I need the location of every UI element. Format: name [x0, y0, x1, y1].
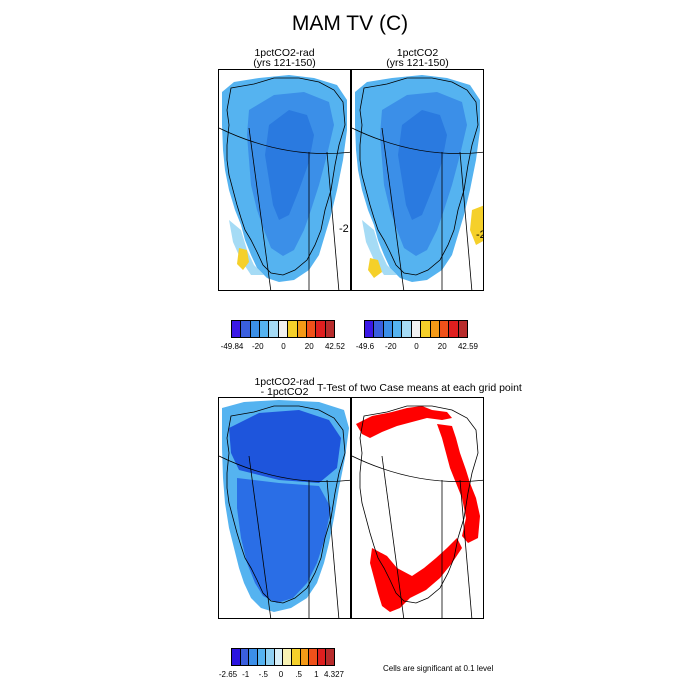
- map-panel-ctrl: -2: [351, 69, 484, 291]
- colorbar-tick-label: -20: [384, 342, 397, 351]
- longitude-line-3: [326, 151, 340, 290]
- field-main: [237, 478, 331, 603]
- colorbar-tick-label: -1: [242, 670, 250, 679]
- colorbar-tick-label: 42.59: [457, 342, 479, 351]
- colorbar-tick-label: -.5: [258, 670, 268, 679]
- panel-title-rad: 1pctCO2-rad (yrs 121-150): [253, 47, 316, 69]
- map-panel-ttest: [351, 397, 484, 619]
- latitude-line: [219, 455, 350, 482]
- coastline: [359, 405, 479, 604]
- field-warm: [237, 248, 249, 270]
- colorbar-tick-label: 42.52: [324, 342, 346, 351]
- field-white-south: [247, 282, 287, 290]
- colorbar-tick-label: -49.84: [220, 342, 244, 351]
- colorbar-tick-label: 4.327: [323, 670, 345, 679]
- greenland-map-ctrl: -2: [352, 75, 484, 290]
- longitude-line-3: [459, 151, 473, 290]
- panel-title-diff: 1pctCO2-rad - 1pctCO2: [254, 376, 315, 398]
- colorbar-tick-label: -2.65: [218, 670, 238, 679]
- field-core: [265, 110, 314, 220]
- longitude-line-3: [459, 479, 473, 618]
- colorbar-tick-label: 0: [414, 342, 419, 351]
- colorbar-labels-ctrl: -49.6 -20 0 20 42.59: [356, 342, 478, 352]
- latitude-line: [352, 127, 483, 154]
- colorbar-tick-label: -49.6: [355, 342, 375, 351]
- significance-note: Cells are significant at 0.1 level: [383, 664, 494, 673]
- longitude-line-1: [248, 127, 272, 290]
- colorbar-tick-label: .5: [295, 670, 302, 679]
- greenland-map-ttest: [352, 405, 483, 618]
- longitude-line-3: [326, 479, 340, 618]
- field-warm: [368, 258, 382, 278]
- sig-north: [356, 406, 452, 438]
- colorbar-tick-label: -20: [251, 342, 264, 351]
- field-coast: [229, 220, 264, 275]
- panel-title-ttest: T-Test of two Case means at each grid po…: [317, 382, 522, 394]
- latitude-line: [219, 127, 350, 154]
- contour-label: -2: [339, 223, 349, 235]
- colorbar-swatch: [325, 648, 335, 666]
- coastline: [226, 405, 346, 604]
- colorbar-tick-label: 0: [278, 670, 284, 679]
- colorbar-ctrl: [364, 320, 468, 338]
- coastline: [359, 77, 479, 276]
- panel-title-ctrl: 1pctCO2 (yrs 121-150): [386, 47, 449, 69]
- field-core: [398, 110, 447, 220]
- colorbar-tick-label: 0: [281, 342, 286, 351]
- field-warm-east: [470, 205, 483, 245]
- longitude-line-1: [381, 127, 405, 290]
- colorbar-labels-diff: -2.65 -1 -.5 0 .5 1 4.327: [219, 670, 344, 680]
- figure-title: MAM TV (C): [291, 12, 409, 35]
- colorbar-swatch: [324, 320, 335, 338]
- map-panel-diff: [218, 397, 351, 619]
- contour-label: -2: [476, 229, 484, 241]
- map-panel-rad: -2: [218, 69, 351, 291]
- greenland-map-diff: [219, 400, 350, 618]
- latitude-line: [352, 455, 483, 482]
- sig-south: [370, 538, 462, 612]
- colorbar-swatch: [457, 320, 468, 338]
- longitude-line-1: [381, 455, 405, 618]
- colorbar-labels-rad: -49.84 -20 0 20 42.52: [221, 342, 345, 352]
- colorbar-diff: [231, 648, 335, 666]
- field-north: [229, 410, 341, 483]
- sig-east: [437, 424, 480, 543]
- greenland-map-rad: -2: [219, 75, 350, 290]
- colorbar-tick-label: 1: [314, 670, 319, 679]
- coastline: [226, 77, 346, 276]
- colorbar-tick-label: 20: [304, 342, 314, 351]
- longitude-line-1: [248, 455, 272, 618]
- colorbar-tick-label: 20: [437, 342, 447, 351]
- colorbar-rad: [231, 320, 335, 338]
- field-coast: [362, 220, 397, 275]
